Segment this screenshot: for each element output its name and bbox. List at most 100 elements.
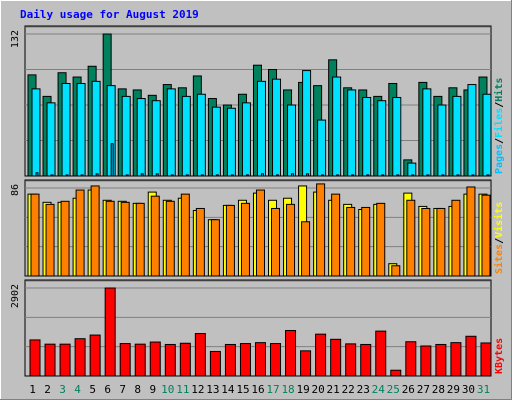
bar-files-day-15 bbox=[241, 102, 251, 177]
bar-kbytes-day-16 bbox=[254, 342, 266, 377]
x-label-day-11: 11 bbox=[176, 383, 189, 396]
bar-sites-day-22 bbox=[346, 206, 356, 277]
bar-files-day-9 bbox=[151, 100, 161, 177]
bar-sites-day-2 bbox=[45, 203, 55, 277]
bar-files-day-30 bbox=[467, 84, 477, 177]
bar-files-day-17 bbox=[272, 78, 282, 177]
bar-files-day-14 bbox=[226, 107, 236, 177]
bar-pages-day-15 bbox=[245, 174, 249, 177]
y-max-labels: 132 86 2902 bbox=[10, 30, 21, 308]
bar-sites-day-8 bbox=[135, 202, 145, 277]
legend-entry-visits: Visits bbox=[493, 202, 505, 238]
bar-kbytes-day-23 bbox=[360, 343, 372, 377]
bar-files-day-31 bbox=[482, 93, 492, 177]
x-label-day-13: 13 bbox=[206, 383, 219, 396]
bar-kbytes-day-4 bbox=[74, 338, 86, 377]
bar-sites-day-30 bbox=[466, 186, 476, 277]
bar-files-day-24 bbox=[377, 100, 387, 177]
bar-pages-day-28 bbox=[441, 174, 445, 177]
bar-files-day-5 bbox=[91, 80, 101, 177]
legend-separator: / bbox=[494, 138, 505, 144]
bar-sites-day-11 bbox=[180, 193, 190, 277]
bar-sites-day-6 bbox=[105, 200, 115, 277]
bar-kbytes-day-31 bbox=[480, 342, 492, 377]
bar-pages-day-20 bbox=[321, 174, 325, 177]
bar-files-day-27 bbox=[422, 88, 432, 177]
bar-kbytes-day-10 bbox=[164, 343, 176, 377]
bar-pages-day-26 bbox=[411, 174, 415, 177]
x-label-day-31: 31 bbox=[477, 383, 490, 396]
x-label-day-8: 8 bbox=[134, 383, 141, 396]
bar-sites-day-18 bbox=[286, 203, 296, 277]
bar-sites-day-10 bbox=[165, 200, 175, 277]
x-label-day-23: 23 bbox=[357, 383, 370, 396]
bar-pages-day-1 bbox=[35, 172, 39, 177]
x-label-day-2: 2 bbox=[44, 383, 51, 396]
bar-files-day-3 bbox=[61, 82, 71, 177]
bar-kbytes-day-20 bbox=[315, 333, 327, 377]
bar-sites-day-19 bbox=[301, 221, 311, 277]
bar-sites-day-4 bbox=[75, 189, 85, 277]
bar-pages-day-22 bbox=[351, 174, 355, 177]
x-label-day-26: 26 bbox=[402, 383, 415, 396]
bar-kbytes-day-30 bbox=[465, 335, 477, 377]
bar-kbytes-day-26 bbox=[405, 341, 417, 377]
bar-pages-day-8 bbox=[140, 173, 144, 177]
bar-files-day-20 bbox=[317, 119, 327, 177]
x-label-day-5: 5 bbox=[89, 383, 96, 396]
x-label-day-24: 24 bbox=[372, 383, 386, 396]
x-label-day-27: 27 bbox=[417, 383, 430, 396]
bar-files-day-13 bbox=[211, 106, 221, 177]
bar-pages-day-3 bbox=[65, 174, 69, 177]
x-label-day-4: 4 bbox=[74, 383, 81, 396]
bar-pages-day-5 bbox=[95, 173, 99, 177]
bar-pages-day-7 bbox=[125, 174, 129, 177]
legend-hits-files-pages: Pages/Files/Hits bbox=[493, 78, 505, 174]
bar-kbytes-day-19 bbox=[300, 350, 312, 377]
bar-kbytes-day-11 bbox=[179, 342, 191, 377]
bar-sites-day-1 bbox=[30, 193, 40, 277]
bar-files-day-23 bbox=[362, 96, 372, 177]
legend-separator: / bbox=[494, 238, 505, 244]
bar-sites-day-28 bbox=[436, 207, 446, 277]
bar-pages-day-17 bbox=[276, 174, 280, 177]
x-label-day-29: 29 bbox=[447, 383, 460, 396]
bar-files-day-7 bbox=[121, 95, 131, 177]
chart-title: Daily usage for August 2019 bbox=[20, 8, 199, 21]
bar-kbytes-day-22 bbox=[345, 343, 357, 377]
bar-sites-day-26 bbox=[406, 199, 416, 277]
bar-sites-day-14 bbox=[225, 204, 235, 277]
bar-files-day-2 bbox=[46, 102, 56, 177]
legend-entry-pages: Pages bbox=[494, 144, 505, 174]
bar-kbytes-day-7 bbox=[119, 343, 131, 377]
chart-bars bbox=[27, 33, 492, 377]
bar-kbytes-day-12 bbox=[194, 333, 206, 377]
bar-kbytes-day-6 bbox=[104, 287, 116, 377]
bar-sites-day-17 bbox=[271, 207, 281, 277]
bar-kbytes-day-28 bbox=[435, 343, 447, 377]
bar-kbytes-day-5 bbox=[89, 334, 101, 377]
bar-pages-day-21 bbox=[336, 174, 340, 177]
bar-files-day-8 bbox=[136, 98, 146, 177]
bar-sites-day-27 bbox=[421, 207, 431, 277]
x-label-day-21: 21 bbox=[327, 383, 340, 396]
x-label-day-20: 20 bbox=[312, 383, 325, 396]
bar-kbytes-day-21 bbox=[330, 338, 342, 377]
bar-files-day-25 bbox=[392, 96, 402, 177]
bar-sites-day-9 bbox=[150, 195, 160, 277]
legend-entry-hits: Hits bbox=[493, 78, 505, 102]
y-max-label-visits-sites: 86 bbox=[10, 184, 21, 196]
bar-files-day-22 bbox=[347, 89, 357, 177]
x-label-day-14: 14 bbox=[221, 383, 235, 396]
x-label-day-15: 15 bbox=[236, 383, 249, 396]
x-axis-day-labels: 1 2 3 4 5 6 7 8 9 10 11 12 13 14 15 16 17 18 19 20 21 22 23 24 2… bbox=[29, 383, 490, 396]
bar-kbytes-day-2 bbox=[44, 343, 56, 377]
bar-kbytes-day-8 bbox=[134, 343, 146, 377]
bar-pages-day-18 bbox=[291, 173, 295, 177]
legend-separator: / bbox=[494, 102, 505, 108]
bar-files-day-16 bbox=[256, 80, 266, 177]
bar-kbytes-day-9 bbox=[149, 341, 161, 377]
